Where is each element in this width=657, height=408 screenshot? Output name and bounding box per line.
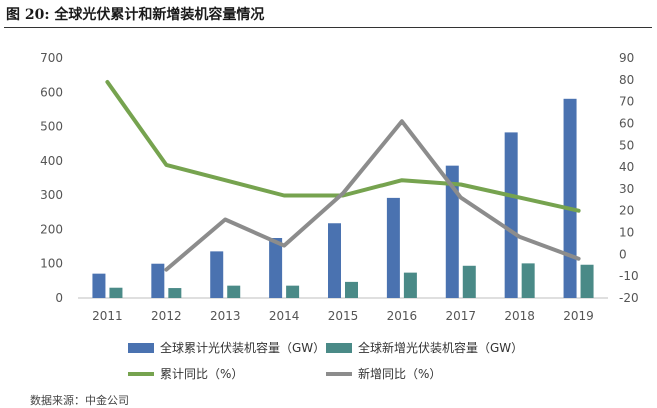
y-left-tick-label: 600 bbox=[40, 85, 63, 99]
bar bbox=[210, 251, 224, 298]
y-right-tick-label: 20 bbox=[619, 204, 634, 218]
bar bbox=[462, 265, 476, 298]
y-left-tick-label: 300 bbox=[40, 188, 63, 202]
y-right-tick-label: 80 bbox=[619, 73, 634, 87]
chart-legend: 全球累计光伏装机容量（GW） 全球新增光伏装机容量（GW） 累计同比（%） 新增同比（… bbox=[128, 340, 523, 381]
bar bbox=[109, 287, 123, 298]
y-left-tick-label: 500 bbox=[40, 120, 63, 134]
bar bbox=[151, 263, 165, 298]
y-right-tick-label: 0 bbox=[619, 247, 627, 261]
bar bbox=[227, 285, 241, 298]
y-right-tick-label: 10 bbox=[619, 226, 634, 240]
x-tick-labels: 2011 2012 2013 2014 2015 2016 2017 2018 2019 bbox=[92, 309, 594, 323]
chart-bars bbox=[92, 98, 594, 298]
bar bbox=[386, 197, 400, 298]
x-tick-label: 2019 bbox=[563, 309, 594, 323]
y-right-tick-label: 40 bbox=[619, 160, 634, 174]
legend-swatch bbox=[326, 343, 352, 353]
x-tick-label: 2011 bbox=[92, 309, 123, 323]
bar bbox=[521, 263, 535, 298]
bar bbox=[504, 132, 518, 298]
x-tick-label: 2018 bbox=[504, 309, 535, 323]
x-tick-label: 2012 bbox=[151, 309, 182, 323]
legend-swatch bbox=[128, 343, 154, 353]
y-left-tick-labels: 0 100 200 300 400 500 600 700 bbox=[40, 51, 63, 305]
legend-label: 全球累计光伏装机容量（GW） bbox=[160, 340, 325, 355]
y-right-tick-label: -20 bbox=[619, 291, 639, 305]
figure-title: 图 20: 全球光伏累计和新增装机容量情况 bbox=[6, 7, 265, 23]
y-right-tick-label: 60 bbox=[619, 116, 634, 130]
bar bbox=[580, 264, 594, 298]
title-rule bbox=[4, 27, 652, 28]
y-right-tick-label: -10 bbox=[619, 269, 639, 283]
bar bbox=[286, 285, 300, 298]
bar bbox=[403, 272, 417, 298]
y-right-tick-label: 30 bbox=[619, 182, 634, 196]
y-right-tick-label: 50 bbox=[619, 138, 634, 152]
bar bbox=[445, 165, 459, 298]
legend-label: 新增同比（%） bbox=[358, 366, 441, 381]
series-line bbox=[164, 119, 581, 272]
x-tick-label: 2013 bbox=[210, 309, 241, 323]
y-left-tick-label: 100 bbox=[40, 257, 63, 271]
x-tick-label: 2017 bbox=[446, 309, 477, 323]
bar bbox=[269, 238, 283, 298]
y-right-tick-label: 90 bbox=[619, 51, 634, 65]
bar bbox=[345, 281, 358, 298]
source-note: 数据来源：中金公司 bbox=[30, 394, 129, 407]
x-tick-label: 2016 bbox=[387, 309, 418, 323]
y-right-tick-labels: -20 -10 0 10 20 30 40 50 60 70 80 90 bbox=[619, 51, 639, 305]
bar bbox=[168, 288, 182, 298]
bar bbox=[92, 273, 106, 298]
bar bbox=[328, 223, 341, 298]
bar bbox=[563, 98, 577, 298]
x-tick-label: 2014 bbox=[269, 309, 300, 323]
chart-lines bbox=[105, 80, 581, 272]
y-left-tick-label: 400 bbox=[40, 154, 63, 168]
y-left-tick-label: 0 bbox=[55, 291, 63, 305]
y-right-tick-label: 70 bbox=[619, 95, 634, 109]
y-left-tick-label: 700 bbox=[40, 51, 63, 65]
legend-label: 累计同比（%） bbox=[160, 367, 243, 381]
x-tick-label: 2015 bbox=[328, 309, 359, 323]
y-left-tick-label: 200 bbox=[40, 222, 63, 236]
legend-label: 全球新增光伏装机容量（GW） bbox=[358, 340, 523, 355]
